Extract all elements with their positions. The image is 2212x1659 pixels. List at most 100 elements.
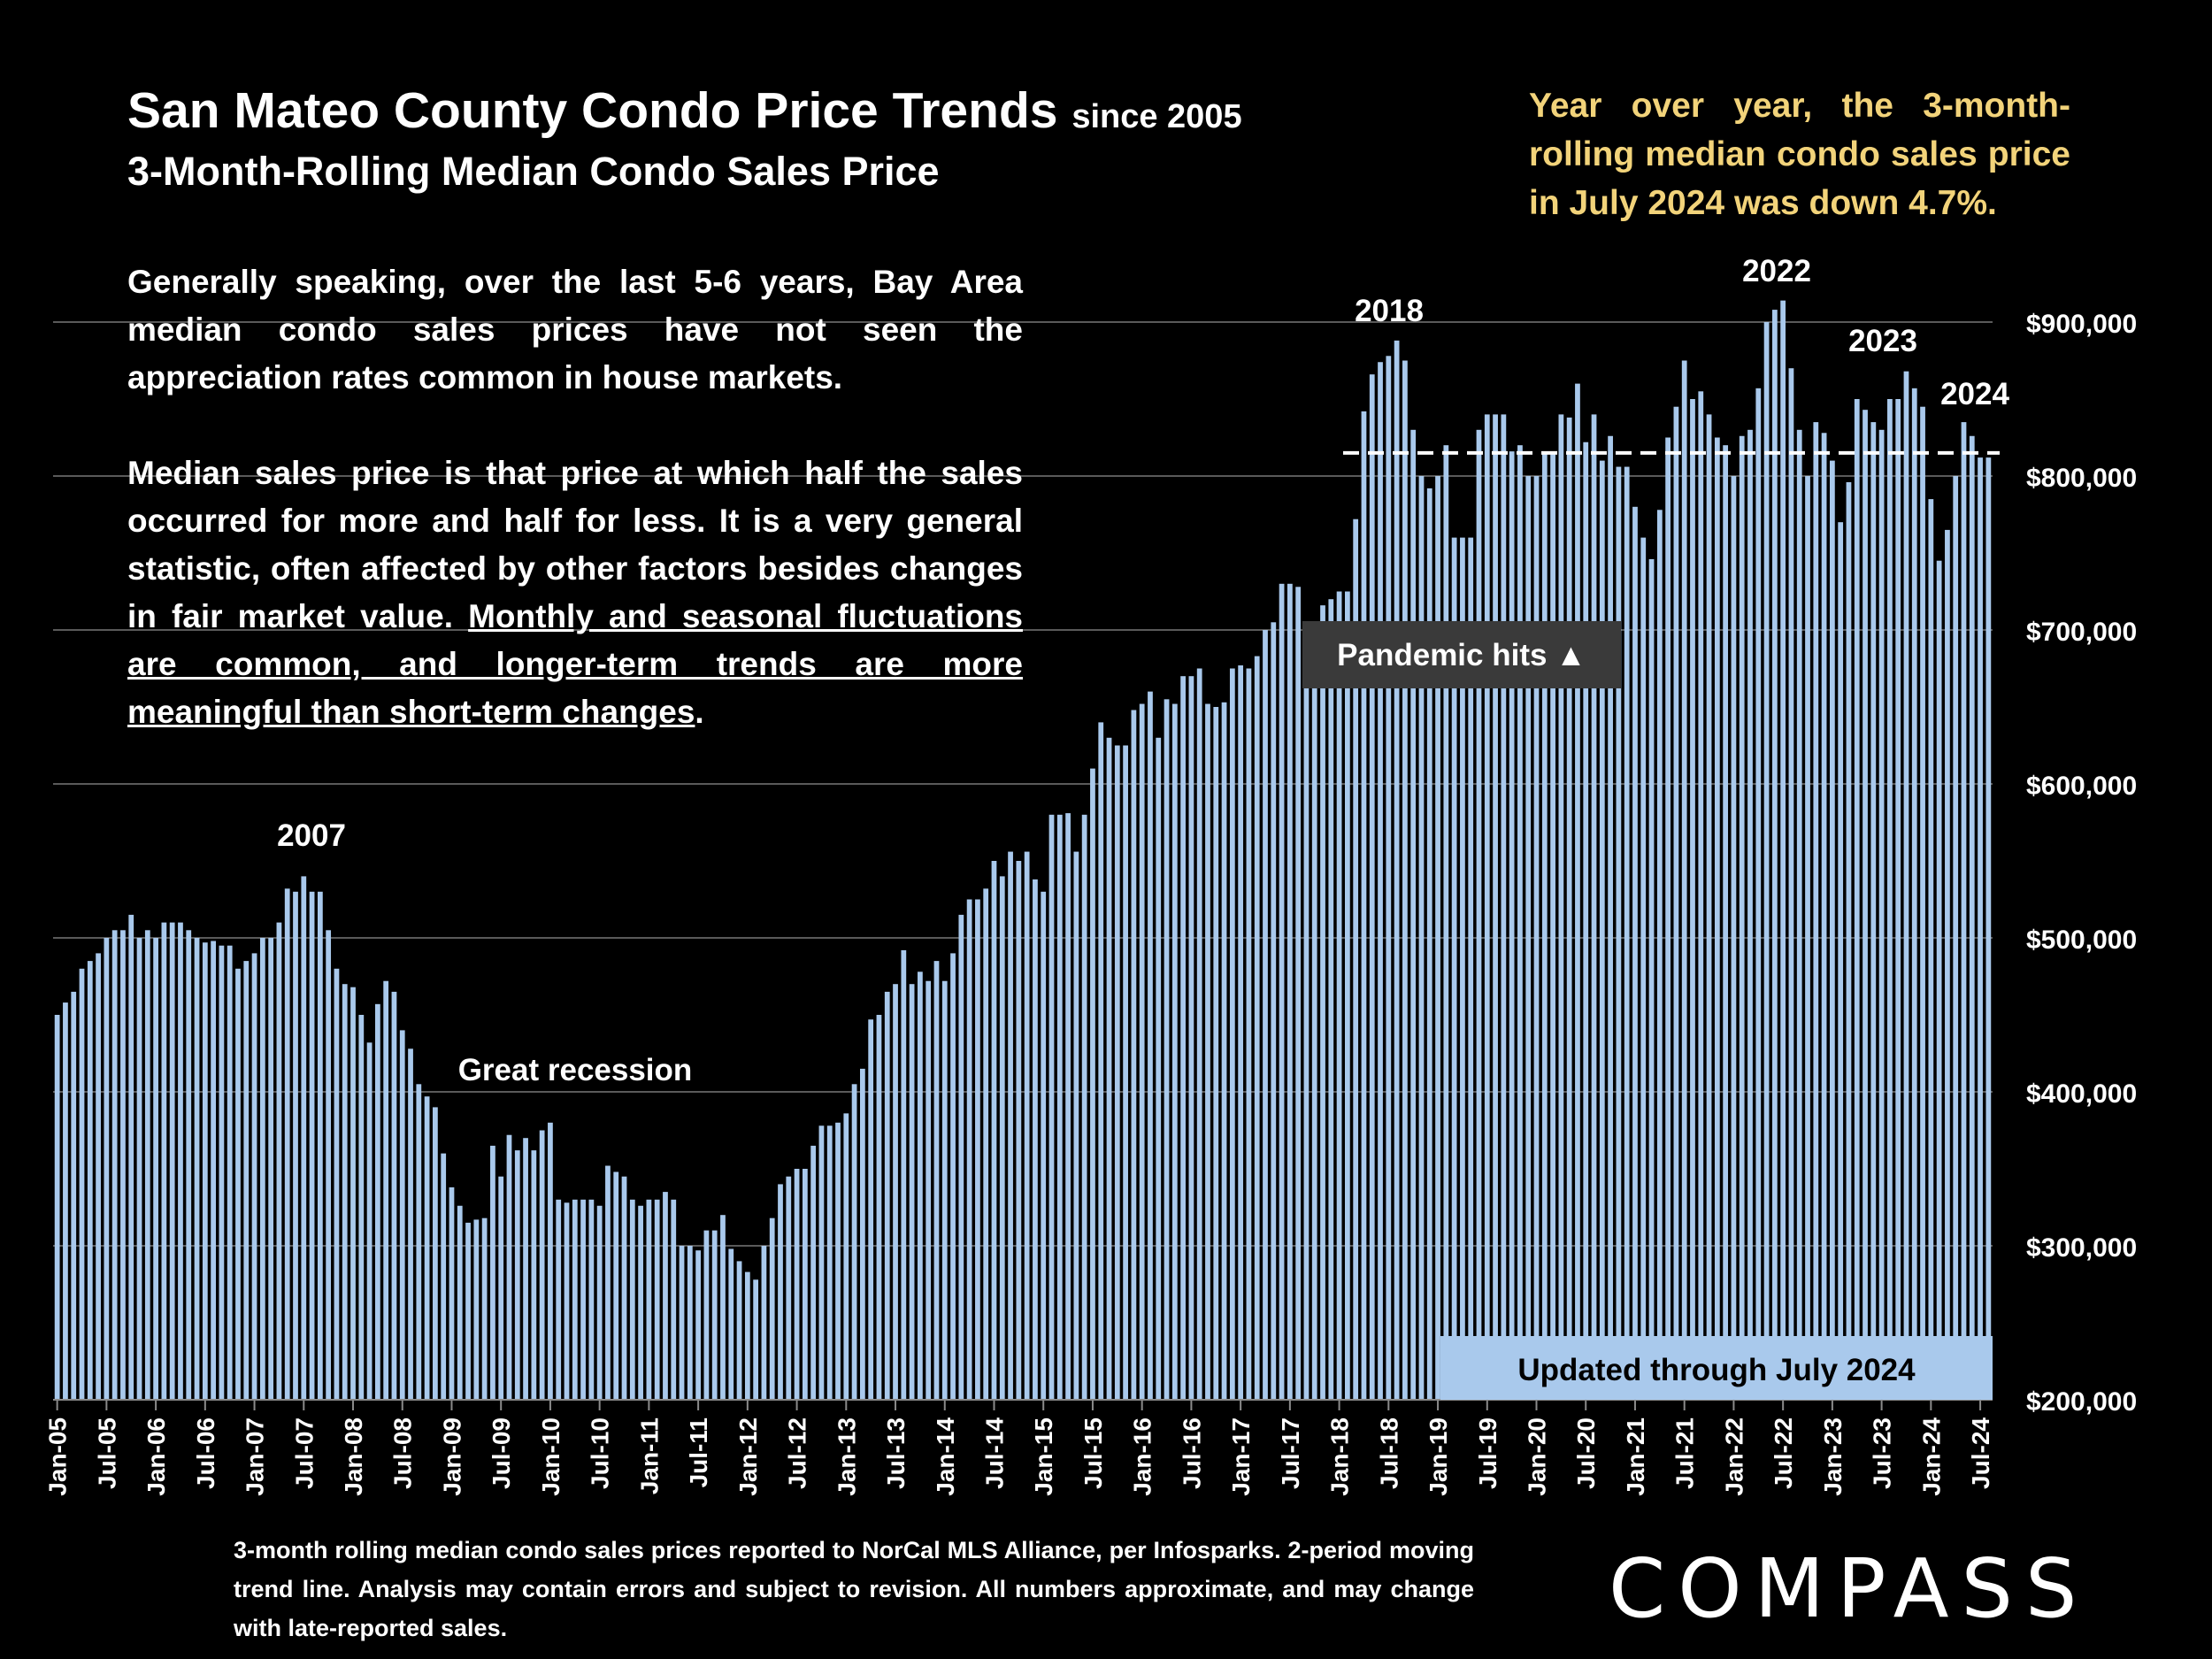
bar [1509,451,1515,1400]
bar [1739,435,1745,1400]
annotation-2007: 2007 [277,818,346,853]
page-subtitle: 3-Month-Rolling Median Condo Sales Price [127,149,940,194]
bar [153,938,158,1400]
bar [1369,374,1375,1400]
bar [1139,703,1145,1400]
x-tick-label: Jul-17 [1277,1417,1304,1489]
yoy-note: Year over year, the 3-month-rolling medi… [1529,87,2070,222]
x-tick-label: Jan-20 [1524,1417,1551,1496]
bar [941,980,948,1400]
bar [1583,442,1589,1401]
bar [1755,388,1762,1400]
page-title: San Mateo County Condo Price Trends sinc… [127,81,1242,140]
bar [1345,591,1350,1400]
bar [966,899,972,1400]
bar [1303,630,1310,1400]
bar [1336,591,1342,1400]
bar [818,1125,825,1400]
bar [851,1084,857,1400]
x-tick-label: Jan-09 [438,1417,465,1496]
bar [1599,460,1605,1400]
bar [826,1125,833,1400]
x-tick-label: Jul-06 [192,1417,219,1489]
bar [1608,435,1613,1400]
bar [548,1122,553,1400]
bar [933,961,940,1400]
bar [860,1068,865,1400]
bar [720,1215,726,1400]
y-tick-label: $200,000 [2026,1387,2137,1417]
bar [909,984,915,1400]
bar [1501,414,1507,1400]
bar [79,968,85,1400]
bar [1895,399,1901,1400]
bar [1493,414,1498,1400]
bar [276,922,282,1400]
bar [1320,605,1325,1400]
body-text: Generally speaking, over the last 5-6 ye… [127,258,1023,784]
x-tick-label: Jan-22 [1720,1417,1747,1496]
bar [424,1096,430,1400]
bar [703,1230,710,1400]
bar [868,1019,874,1400]
x-tick-label: Jul-08 [389,1417,417,1489]
bar [1591,414,1597,1400]
bar [1632,506,1638,1400]
bar [843,1113,849,1400]
bar [1008,851,1013,1400]
pandemic-callout-label: Pandemic hits ▲ [1337,638,1586,672]
bar [761,1246,767,1400]
bar [1164,699,1170,1400]
x-tick-label: Jul-07 [290,1417,318,1489]
bar [111,930,118,1400]
bar [498,1176,504,1400]
bar [679,1246,685,1400]
bar [1180,676,1186,1400]
bar [1788,368,1794,1401]
bar [1723,445,1729,1401]
bar [1854,399,1860,1400]
x-tick-label: Jan-14 [932,1417,959,1496]
x-tick-label: Jan-13 [833,1417,860,1496]
bar [1246,668,1252,1400]
bar [1830,460,1835,1400]
compass-logo: COMPASS [1609,1541,2090,1636]
x-tick-label: Jul-19 [1474,1417,1502,1489]
bar [1870,422,1877,1401]
bar [1156,737,1162,1400]
bar [876,1015,882,1400]
bar [235,968,241,1400]
bar [136,938,142,1400]
body-paragraph-2-plain: Median sales price is that price at whic… [127,455,1023,634]
bar [556,1199,562,1400]
annotation-great-recession: Great recession [458,1053,693,1087]
bar [334,968,340,1400]
bar [1016,861,1022,1400]
bar [687,1246,693,1400]
bar [621,1176,627,1400]
bar [490,1145,495,1400]
bar [1229,668,1235,1400]
bar [1460,537,1465,1400]
bar [1566,417,1572,1400]
bar [1024,851,1030,1400]
bar [1969,435,1975,1400]
bar [736,1261,742,1400]
bar [572,1199,578,1400]
bar [326,930,332,1400]
bar [695,1250,701,1400]
bar [1056,814,1063,1400]
bar [1443,445,1449,1401]
bar [1920,406,1925,1401]
bar [1402,360,1408,1400]
bar [663,1192,668,1400]
x-tick-label: Jan-24 [1917,1417,1945,1496]
bar [1616,466,1622,1400]
bar [778,1184,783,1400]
bar [613,1171,619,1400]
bar [1747,429,1753,1400]
bar [366,1042,373,1400]
bar [293,891,298,1400]
bar [1205,703,1210,1400]
